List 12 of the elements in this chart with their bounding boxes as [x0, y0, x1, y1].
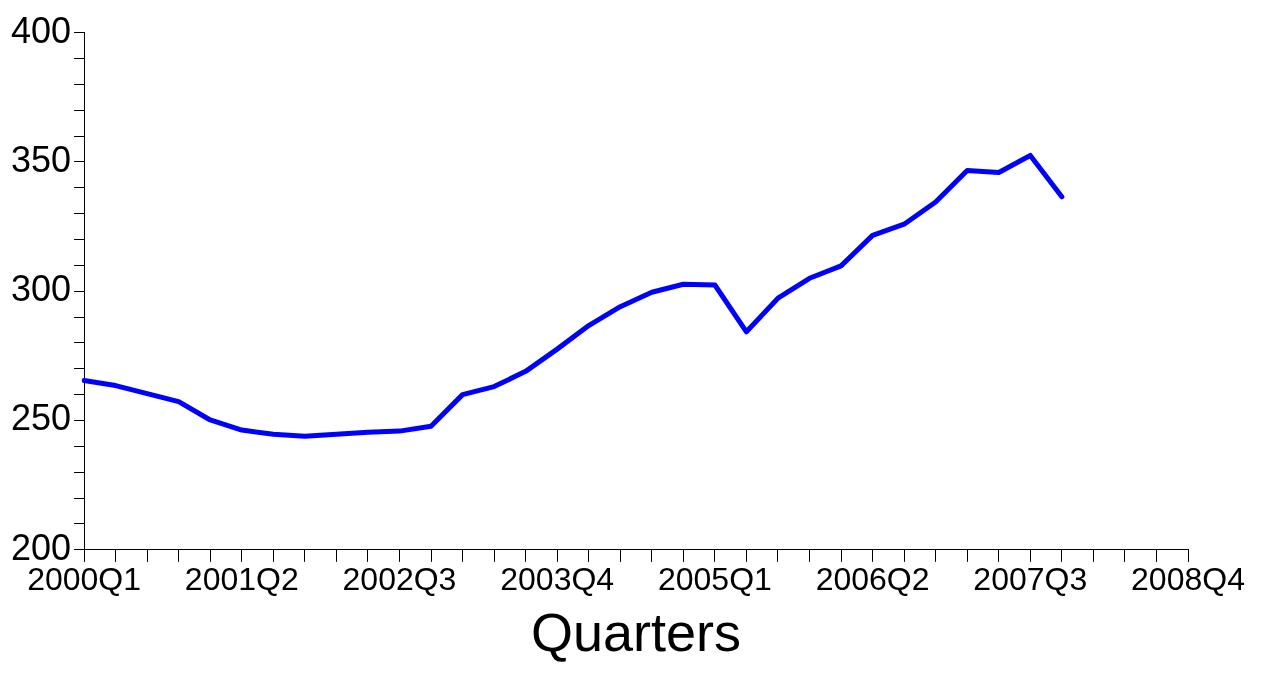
x-tick-label: 2005Q1: [657, 560, 772, 597]
x-tick-label: 2002Q3: [342, 560, 457, 597]
x-tick-label: 2001Q2: [184, 560, 299, 597]
x-tick-label: 2003Q4: [500, 560, 615, 597]
x-tick-label: 2008Q4: [1131, 560, 1245, 597]
x-tick-label: 2006Q2: [815, 560, 930, 597]
y-tick-label: 250: [10, 397, 72, 439]
x-axis-title: Quarters: [530, 602, 742, 663]
x-tick-label: 2007Q3: [973, 560, 1088, 597]
y-tick-label: 400: [10, 9, 72, 51]
y-tick-label: 300: [10, 268, 72, 310]
y-tick-label: 350: [10, 138, 72, 180]
